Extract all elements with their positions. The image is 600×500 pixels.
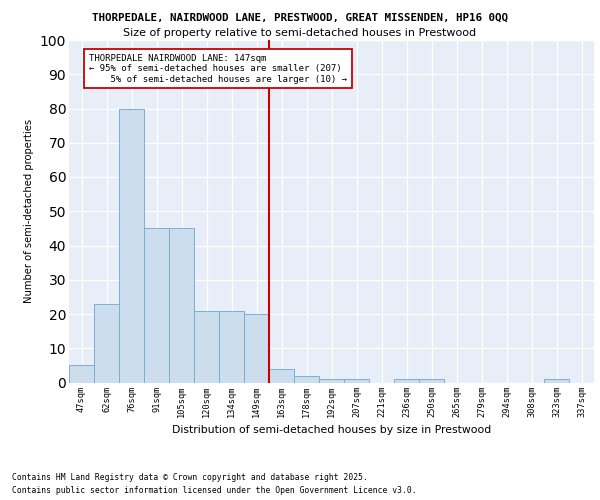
Bar bbox=[244, 314, 269, 382]
Text: Contains HM Land Registry data © Crown copyright and database right 2025.: Contains HM Land Registry data © Crown c… bbox=[12, 474, 368, 482]
Bar bbox=[544, 379, 569, 382]
Bar bbox=[69, 366, 94, 382]
Text: Contains public sector information licensed under the Open Government Licence v3: Contains public sector information licen… bbox=[12, 486, 416, 495]
Text: THORPEDALE, NAIRDWOOD LANE, PRESTWOOD, GREAT MISSENDEN, HP16 0QQ: THORPEDALE, NAIRDWOOD LANE, PRESTWOOD, G… bbox=[92, 12, 508, 22]
Bar bbox=[169, 228, 194, 382]
Bar bbox=[294, 376, 319, 382]
Y-axis label: Number of semi-detached properties: Number of semi-detached properties bbox=[24, 119, 34, 304]
Bar bbox=[94, 304, 119, 382]
Bar bbox=[119, 108, 144, 382]
Bar bbox=[319, 379, 344, 382]
Bar bbox=[144, 228, 169, 382]
Bar bbox=[344, 379, 369, 382]
Bar bbox=[269, 369, 294, 382]
Bar bbox=[394, 379, 419, 382]
Text: THORPEDALE NAIRDWOOD LANE: 147sqm
← 95% of semi-detached houses are smaller (207: THORPEDALE NAIRDWOOD LANE: 147sqm ← 95% … bbox=[89, 54, 347, 84]
Text: Size of property relative to semi-detached houses in Prestwood: Size of property relative to semi-detach… bbox=[124, 28, 476, 38]
Bar bbox=[419, 379, 444, 382]
X-axis label: Distribution of semi-detached houses by size in Prestwood: Distribution of semi-detached houses by … bbox=[172, 425, 491, 435]
Bar bbox=[194, 310, 219, 382]
Bar bbox=[219, 310, 244, 382]
